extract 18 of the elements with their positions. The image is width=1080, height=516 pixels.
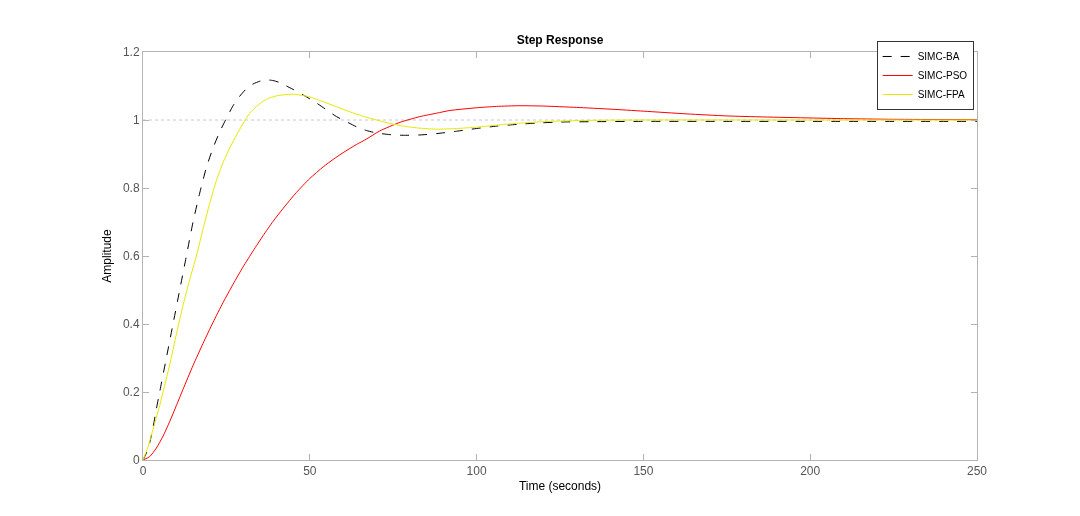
y-tick-label: 0.2 [122, 385, 140, 400]
y-tick-label: 0.8 [122, 181, 140, 196]
y-tick-label: 0 [132, 453, 140, 468]
y-tick-label: 0.4 [122, 317, 140, 332]
y-tick-label: 0.6 [122, 249, 140, 264]
y-tick-label: 1.2 [122, 45, 140, 60]
legend-label: SIMC-PSO [917, 70, 968, 82]
x-axis-title: Time (seconds) [518, 479, 602, 494]
legend-label: SIMC-FPA [917, 89, 966, 101]
x-tick-label: 200 [800, 464, 821, 479]
y-tick-label: 1 [132, 113, 140, 128]
chart-title: Step Response [516, 32, 604, 47]
legend-label: SIMC-BA [917, 51, 960, 63]
x-tick-label: 150 [633, 464, 654, 479]
x-tick-label: 250 [966, 464, 988, 479]
x-tick-label: 50 [303, 464, 317, 479]
x-tick-label: 100 [466, 464, 487, 479]
y-axis-title: Amplitude [100, 229, 115, 283]
